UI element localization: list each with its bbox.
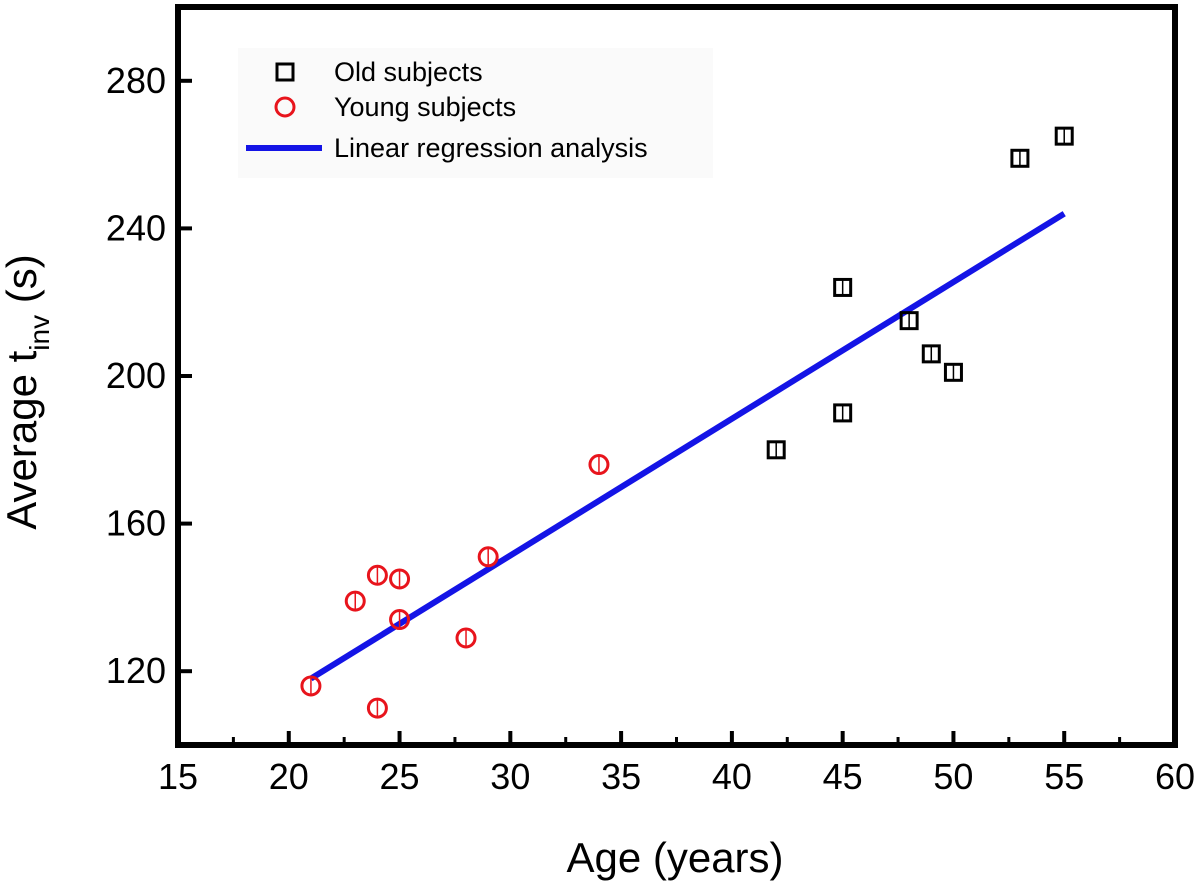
legend-square-marker	[275, 62, 295, 82]
legend-label: Old subjects	[334, 57, 483, 87]
x-tick-label: 35	[601, 756, 641, 797]
x-tick-label: 20	[269, 756, 309, 797]
axis-ticks: 15 20 25 30 35 40 45 50 55 60 120 160 200 240 280	[106, 60, 1195, 797]
x-tick-label: 15	[158, 756, 198, 797]
y-axis-title-suffix: (s)	[0, 254, 45, 315]
y-axis-title-subscript: inv	[24, 315, 55, 351]
legend-label: Linear regression analysis	[334, 133, 648, 163]
regression-line	[309, 211, 1066, 682]
x-tick-label: 25	[380, 756, 420, 797]
y-tick-label: 200	[106, 355, 166, 396]
y-tick-label: 240	[106, 207, 166, 248]
x-tick-label: 40	[712, 756, 752, 797]
y-axis-title: Average tinv (s)	[0, 254, 55, 529]
legend-circle-marker	[274, 96, 296, 118]
y-axis-title-main: Average t	[0, 350, 45, 529]
y-tick-label: 280	[106, 60, 166, 101]
x-tick-label: 60	[1155, 756, 1195, 797]
x-tick-label: 45	[823, 756, 863, 797]
y-axis-title-group: Average tinv (s)	[0, 254, 55, 529]
legend: Old subjects Young subjects Linear regress…	[238, 48, 713, 178]
x-tick-label: 55	[1044, 756, 1084, 797]
x-tick-label: 30	[490, 756, 530, 797]
plot-frame	[175, 4, 1178, 748]
legend-background	[238, 48, 713, 178]
x-tick-label: 50	[933, 756, 973, 797]
y-tick-label: 120	[106, 650, 166, 691]
legend-label: Young subjects	[334, 92, 516, 122]
x-axis-title: Age (years)	[566, 834, 783, 881]
y-tick-label: 160	[106, 503, 166, 544]
plot-data	[300, 126, 1074, 719]
